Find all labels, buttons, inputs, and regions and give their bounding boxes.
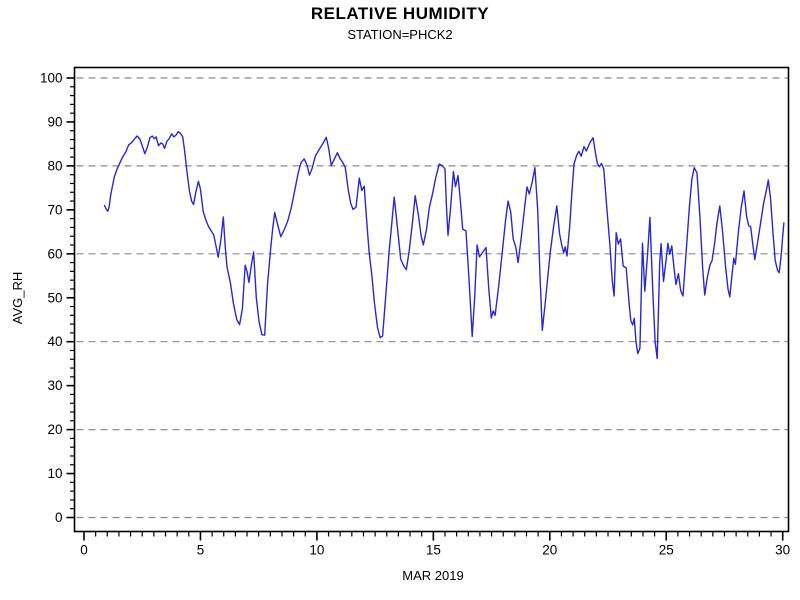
y-tick-label: 80 <box>47 158 62 173</box>
x-tick-label: 30 <box>775 543 790 558</box>
series-path-AVG_RH <box>103 130 785 360</box>
y-tick-label: 30 <box>47 378 62 393</box>
y-tick-label: 70 <box>47 202 62 217</box>
y-tick-label: 60 <box>47 246 62 261</box>
y-axis-ticks <box>66 77 75 519</box>
chart-subtitle: STATION=PHCK2 <box>347 27 453 42</box>
y-tick-label: 20 <box>47 422 62 437</box>
y-tick-label: 10 <box>47 466 62 481</box>
x-axis-ticks <box>83 531 784 541</box>
y-axis-label: AVG_RH <box>10 272 25 325</box>
x-axis-label: MAR 2019 <box>402 568 463 583</box>
x-axis-tick-labels: 0 5 10 15 20 25 30 <box>80 543 790 558</box>
chart-title: RELATIVE HUMIDITY <box>310 4 490 23</box>
x-tick-label: 5 <box>197 543 205 558</box>
y-tick-label: 100 <box>40 71 63 86</box>
plot-frame <box>73 66 790 533</box>
x-tick-label: 10 <box>309 543 324 558</box>
y-tick-label: 90 <box>47 114 62 129</box>
x-tick-label: 25 <box>659 543 674 558</box>
x-tick-label: 20 <box>542 543 557 558</box>
y-tick-label: 40 <box>47 334 62 349</box>
y-axis-tick-labels: 0 10 20 30 40 50 60 70 80 90 100 <box>40 71 63 526</box>
plot-frame-rect <box>73 66 790 533</box>
x-tick-label: 0 <box>80 543 88 558</box>
y-tick-label: 0 <box>55 510 63 525</box>
x-tick-label: 15 <box>426 543 441 558</box>
y-tick-label: 50 <box>47 290 62 305</box>
series-line <box>103 130 785 360</box>
